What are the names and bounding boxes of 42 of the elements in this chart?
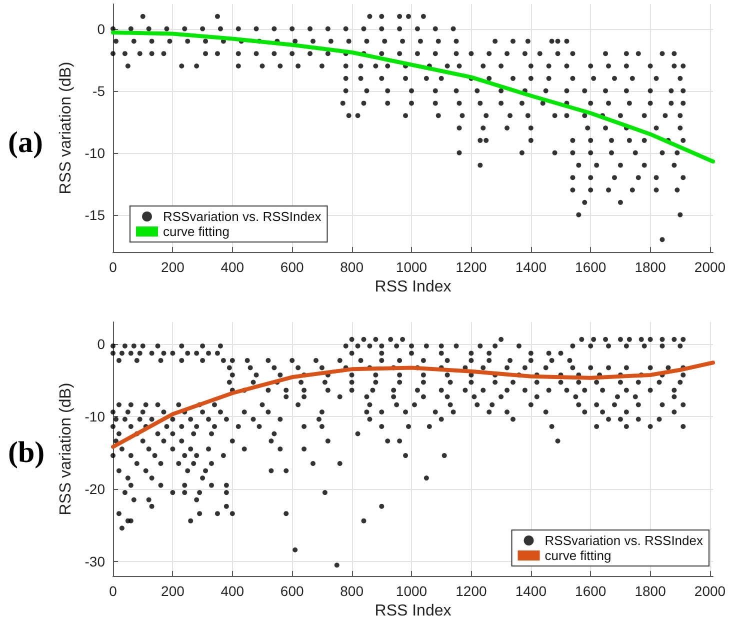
- y-tick-label: -5: [92, 82, 106, 99]
- x-tick-label: 600: [280, 583, 304, 599]
- x-tick-label: 1800: [634, 259, 666, 275]
- legend-label: RSSvariation vs. RSSIndex: [544, 533, 704, 548]
- x-tick-label: 2000: [694, 259, 726, 275]
- x-tick-label: 1800: [634, 583, 666, 599]
- x-tick-label: 1200: [456, 583, 487, 599]
- x-tick-label: 0: [109, 583, 118, 599]
- x-tick-label: 800: [340, 583, 364, 599]
- line-series: [111, 30, 715, 164]
- x-tick-label: 1000: [396, 583, 428, 599]
- y-tick-label: 0: [97, 20, 106, 37]
- y-tick-label: -30: [84, 553, 106, 570]
- x-axis-title: RSS Index: [374, 602, 452, 620]
- y-tick-label: -10: [84, 144, 106, 161]
- x-tick-label: 1600: [575, 583, 606, 599]
- line-series: [111, 360, 715, 449]
- legend-label: curve fitting: [163, 224, 230, 239]
- legend-label: RSSvariation vs. RSSIndex: [163, 209, 322, 224]
- x-tick-label: 1000: [396, 259, 428, 275]
- y-axis-title: RSS variation (dB): [57, 62, 74, 194]
- text: (b): [8, 436, 45, 470]
- x-axis-title: RSS Index: [374, 278, 452, 296]
- y-tick-label: 0: [97, 336, 106, 352]
- x-tick-label: 200: [161, 259, 185, 275]
- x-tick-label: 200: [161, 583, 185, 599]
- legend-label: curve fitting: [544, 548, 612, 563]
- x-tick-label: 1400: [515, 259, 547, 275]
- y-tick-label: -10: [84, 408, 106, 424]
- x-tick-label: 1200: [456, 259, 487, 275]
- text: (a): [8, 126, 43, 160]
- x-tick-label: 400: [220, 583, 244, 599]
- x-tick-label: 2000: [694, 583, 726, 599]
- x-tick-label: 0: [109, 259, 118, 275]
- y-tick-label: -15: [84, 206, 106, 223]
- x-tick-label: 1600: [575, 259, 606, 275]
- y-axis-title: RSS variation (dB): [57, 382, 74, 516]
- x-tick-label: 600: [280, 259, 304, 275]
- y-tick-label: -20: [84, 480, 106, 497]
- x-tick-label: 800: [340, 259, 364, 275]
- x-tick-label: 400: [220, 259, 244, 275]
- x-tick-label: 1400: [515, 583, 547, 599]
